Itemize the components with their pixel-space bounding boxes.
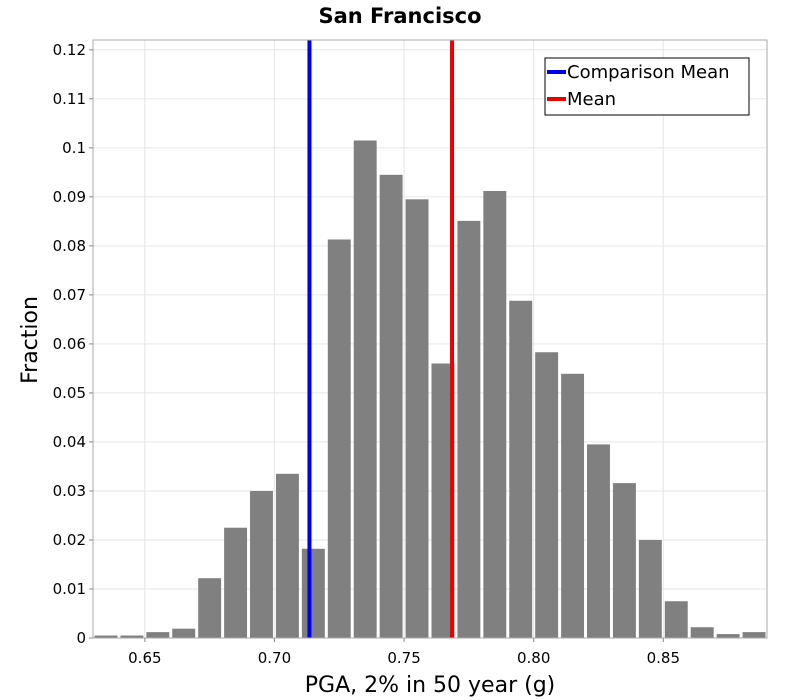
histogram-bar: [146, 632, 170, 638]
y-tick-label: 0.12: [53, 41, 86, 59]
x-tick-label: 0.65: [128, 649, 161, 667]
y-axis-title: Fraction: [18, 296, 43, 384]
x-tick-label: 0.70: [258, 649, 291, 667]
histogram-bar: [224, 527, 248, 638]
plot-border: [92, 39, 768, 639]
y-axis-ticks: 0 0.01 0.02 0.03 0.04 0.05 0.06 0.07 0.08 0.09 0.1…: [53, 41, 93, 647]
histogram-bar: [275, 473, 299, 638]
y-tick-label: 0.08: [53, 237, 86, 255]
histogram-bar: [742, 632, 766, 638]
grid: [93, 40, 767, 639]
y-tick-label: 0.11: [53, 90, 86, 108]
legend: Comparison Mean Mean: [544, 57, 750, 116]
x-tick-label: 0.75: [387, 649, 420, 667]
histogram-bar: [509, 300, 533, 638]
histogram-bar: [405, 199, 429, 638]
y-tick-label: 0.05: [53, 384, 86, 402]
histogram-bar: [587, 444, 610, 638]
y-tick-label: 0.02: [53, 531, 86, 549]
y-tick-label: 0.03: [53, 482, 86, 500]
histogram-bar: [198, 578, 222, 638]
histogram-bar: [94, 635, 118, 638]
histogram-bar: [172, 628, 196, 638]
y-tick-label: 0.04: [53, 433, 86, 451]
histogram-bar: [457, 220, 481, 639]
histogram-bar: [561, 373, 585, 638]
vertical-lines: [307, 40, 455, 638]
x-tick-label: 0.80: [517, 649, 550, 667]
legend-label: Comparison Mean: [567, 62, 730, 83]
histogram-bar: [379, 174, 403, 638]
legend-box: [544, 57, 750, 116]
histogram-bar: [327, 239, 351, 639]
histogram-bar: [638, 539, 662, 638]
y-tick-label: 0.07: [53, 286, 86, 304]
histogram-bar: [690, 627, 714, 638]
histogram-bar: [664, 601, 688, 638]
histogram-bar: [431, 363, 455, 638]
y-tick-label: 0.09: [53, 188, 86, 206]
y-tick-label: 0.06: [53, 335, 86, 353]
y-tick-label: 0.1: [62, 139, 86, 157]
bars: [94, 140, 766, 639]
histogram-bar: [301, 548, 325, 638]
y-tick-label: 0.01: [53, 580, 86, 598]
x-axis-ticks: 0.65 0.70 0.75 0.80 0.85: [128, 638, 680, 667]
histogram-bar: [120, 635, 144, 638]
histogram-bar: [716, 634, 740, 638]
histogram-bar: [535, 352, 559, 638]
legend-label: Mean: [567, 89, 616, 110]
histogram-bar: [250, 490, 273, 638]
histogram-bar: [483, 190, 507, 638]
histogram-bar: [353, 140, 377, 638]
histogram-bar: [612, 483, 636, 638]
x-axis-title: PGA, 2% in 50 year (g): [305, 673, 556, 698]
y-tick-label: 0: [76, 629, 86, 647]
x-tick-label: 0.85: [647, 649, 680, 667]
chart-title: San Francisco: [318, 4, 481, 28]
